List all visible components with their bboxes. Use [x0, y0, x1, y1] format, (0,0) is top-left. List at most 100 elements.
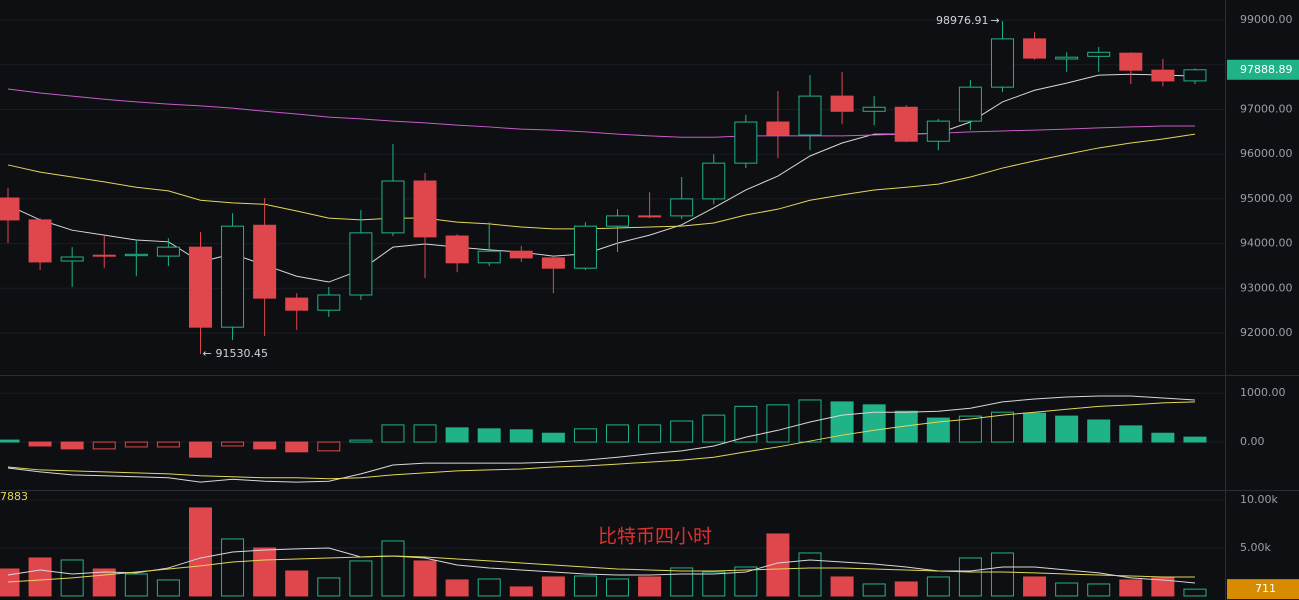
price-tag-label: 97888.89 [1240, 63, 1293, 76]
candle-body [285, 297, 309, 311]
volume-bar [670, 567, 694, 597]
volume-bar [221, 538, 245, 597]
y-tick-label: 99000.00 [1240, 13, 1293, 26]
indicator-line [7, 133, 1196, 230]
volume-bar [990, 552, 1014, 597]
macd-bar [221, 441, 245, 447]
volume-bar [92, 568, 116, 597]
volume-bar [606, 578, 630, 597]
candle-body [1183, 69, 1207, 82]
macd-bar [638, 424, 662, 443]
candle-body [28, 219, 52, 263]
volume-bar [28, 557, 52, 597]
volume-bar [541, 576, 565, 597]
volume-bar [253, 547, 277, 597]
volume-bar [413, 560, 437, 597]
y-tick-label: 0.00 [1240, 435, 1265, 448]
candle-body [349, 232, 373, 296]
macd-bar [0, 439, 20, 443]
macd-bar [285, 441, 309, 453]
macd-bar [477, 428, 501, 443]
y-tick-label: 5.00k [1240, 541, 1271, 554]
macd-bar [413, 424, 437, 443]
macd-bar [445, 427, 469, 443]
macd-bar [734, 405, 758, 443]
macd-bar [1023, 412, 1047, 443]
macd-bar [1119, 425, 1143, 443]
volume-bar [349, 560, 373, 597]
macd-bar [317, 441, 341, 452]
volume-bar [830, 576, 854, 597]
y-tick-label: 97000.00 [1240, 103, 1293, 116]
candle-body [670, 198, 694, 217]
volume-bar [1023, 576, 1047, 597]
candle-body [541, 257, 565, 269]
macd-bar [1087, 419, 1111, 443]
volume-bar [445, 579, 469, 597]
candle-body [1023, 38, 1047, 59]
candle-body [381, 180, 405, 234]
candle-body [221, 225, 245, 328]
macd-bar [830, 401, 854, 443]
high-arrow: → [990, 14, 999, 27]
low-arrow: ← [202, 347, 211, 360]
y-tick-label: 92000.00 [1240, 326, 1293, 339]
volume-bar [0, 568, 20, 597]
indicator-line [7, 395, 1195, 483]
macd-bar [349, 439, 373, 443]
volume-bar [285, 570, 309, 597]
macd-bar [188, 441, 212, 458]
corner-label: 7883 [0, 490, 28, 503]
y-tick-label: 96000.00 [1240, 147, 1293, 160]
candle-body [573, 225, 597, 269]
volume-bar [509, 586, 533, 597]
volume-bar [958, 557, 982, 597]
candle-body [958, 86, 982, 122]
candle-body [1119, 52, 1143, 71]
macd-bar [1151, 432, 1175, 443]
candle-body [253, 224, 277, 299]
indicator-line [7, 401, 1195, 480]
macd-bar [766, 404, 790, 443]
volume-bar [1119, 579, 1143, 597]
macd-bar [798, 399, 822, 443]
macd-bar [381, 424, 405, 443]
indicator-line [7, 547, 1196, 584]
macd-bar [990, 411, 1014, 443]
volume-bar [638, 576, 662, 597]
macd-bar [541, 432, 565, 443]
macd-bar [156, 441, 180, 448]
volume-bar [573, 575, 597, 597]
y-tick-label: 93000.00 [1240, 281, 1293, 294]
candle-body [509, 250, 533, 259]
candle-body [124, 253, 148, 257]
macd-bar [958, 415, 982, 443]
volume-bar [317, 577, 341, 597]
volume-bar [1151, 577, 1175, 597]
y-tick-label: 94000.00 [1240, 237, 1293, 250]
macd-bar [573, 428, 597, 443]
macd-bar [894, 410, 918, 443]
candle-body [990, 38, 1014, 88]
candle-body [862, 106, 886, 112]
price-tag [1227, 59, 1299, 80]
volume-bar [188, 507, 212, 597]
macd-bar [124, 441, 148, 448]
candle-body [413, 180, 437, 238]
candle-body [830, 95, 854, 112]
macd-bar [1183, 436, 1207, 443]
candle-body [188, 246, 212, 328]
candle-body [894, 106, 918, 142]
volume-bar [862, 583, 886, 597]
volume-bar [798, 552, 822, 597]
volume-tag [1227, 579, 1299, 600]
candle-body [317, 294, 341, 311]
volume-bar [381, 540, 405, 597]
macd-bar [60, 441, 84, 450]
volume-bar [1183, 588, 1207, 597]
candle-body [1151, 69, 1175, 82]
candle-body [445, 235, 469, 264]
candle-body [926, 120, 950, 142]
y-tick-label: 95000.00 [1240, 192, 1293, 205]
